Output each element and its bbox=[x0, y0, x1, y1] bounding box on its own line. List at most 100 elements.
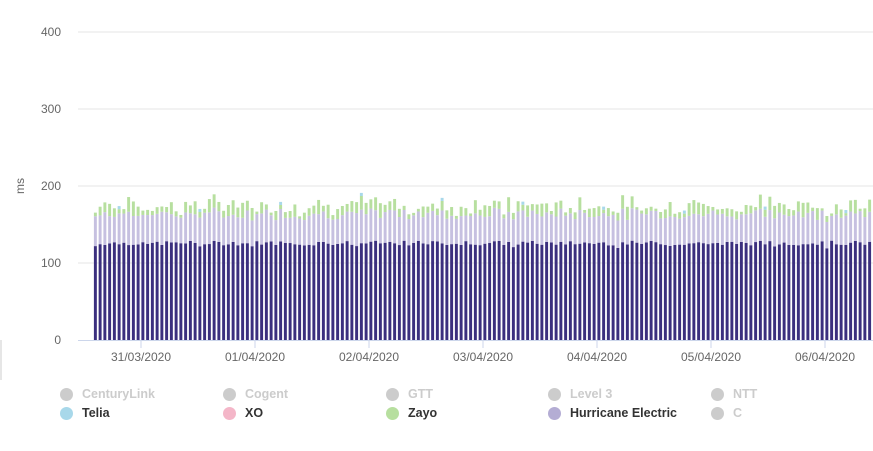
bar-segment-telia bbox=[117, 213, 121, 245]
bar-segment-zayo bbox=[640, 210, 644, 214]
bar-segment-zayo bbox=[573, 212, 577, 220]
bar-segment-telia bbox=[222, 217, 226, 246]
legend-item-c[interactable]: C bbox=[711, 403, 742, 423]
bar-segment-telia bbox=[502, 218, 506, 245]
bar-segment-zayo bbox=[711, 206, 715, 211]
bar-segment-zayo bbox=[692, 200, 696, 214]
bar-segment-hurricane-electric bbox=[369, 241, 373, 340]
bar-segment-hurricane-electric bbox=[853, 240, 857, 340]
bar-segment-hurricane-electric bbox=[312, 245, 316, 340]
bar-segment-hurricane-electric bbox=[621, 242, 625, 340]
bar-segment-zayo bbox=[815, 208, 819, 220]
bar-segment-hurricane-electric bbox=[697, 242, 701, 340]
bar-segment-zayo bbox=[673, 213, 677, 217]
bar-segment-zayo bbox=[317, 199, 321, 215]
bar-segment-hurricane-electric bbox=[616, 247, 620, 340]
bar-segment-hurricane-electric bbox=[549, 242, 553, 340]
legend-item-cogent[interactable]: Cogent bbox=[223, 384, 288, 404]
bar-segment-hurricane-electric bbox=[288, 243, 292, 340]
bar-segment-zayo bbox=[312, 205, 316, 214]
bar-segment-hurricane-electric bbox=[141, 242, 145, 340]
bar-segment-telia bbox=[326, 218, 330, 244]
bar-segment-hurricane-electric bbox=[834, 244, 838, 340]
bar-segment-zayo bbox=[226, 204, 230, 217]
bar-segment-telia bbox=[435, 215, 439, 242]
bar-segment-hurricane-electric bbox=[198, 246, 202, 340]
bar-segment-telia bbox=[383, 212, 387, 243]
bar-segment-telia bbox=[535, 213, 539, 244]
bar-segment-zayo bbox=[706, 206, 710, 214]
legend-item-gtt[interactable]: GTT bbox=[386, 384, 433, 404]
bars bbox=[93, 192, 872, 340]
bar-segment-telia bbox=[530, 210, 534, 241]
bar-segment-hurricane-electric bbox=[716, 243, 720, 340]
bar-segment-telia bbox=[668, 216, 672, 246]
bar-segment-zayo bbox=[131, 201, 135, 216]
bar-segment-zayo bbox=[568, 208, 572, 214]
bar-segment-zayo bbox=[687, 203, 691, 216]
legend-dot-icon bbox=[711, 387, 724, 401]
legend-item-centurylink[interactable]: CenturyLink bbox=[60, 384, 155, 404]
bar-segment-zayo bbox=[535, 204, 539, 214]
bar-segment-telia bbox=[469, 216, 473, 245]
bar-segment-zayo bbox=[402, 205, 406, 210]
legend-item-level3[interactable]: Level 3 bbox=[548, 384, 612, 404]
bar-segment-telia bbox=[754, 210, 758, 243]
bar-segment-hurricane-electric bbox=[492, 241, 496, 340]
y-axis-label: ms bbox=[13, 178, 27, 194]
bar-segment-hurricane-electric bbox=[302, 245, 306, 340]
legend-item-telia[interactable]: Telia bbox=[60, 403, 110, 423]
bar-segment-hurricane-electric bbox=[241, 243, 245, 340]
bar-segment-zayo bbox=[93, 212, 97, 217]
bar-segment-hurricane-electric bbox=[127, 245, 131, 340]
bar-segment-hurricane-electric bbox=[526, 242, 530, 340]
bar-segment-telia bbox=[264, 209, 268, 243]
bar-segment-zayo bbox=[336, 209, 340, 219]
bar-segment-telia bbox=[454, 218, 458, 244]
y-tick-label: 0 bbox=[54, 333, 61, 347]
bar-segment-zayo bbox=[207, 199, 211, 213]
bar-segment-hurricane-electric bbox=[464, 241, 468, 340]
bar-segment-hurricane-electric bbox=[654, 242, 658, 340]
bar-segment-zayo bbox=[440, 200, 444, 211]
bar-segment-zayo bbox=[155, 207, 159, 214]
bar-segment-hurricane-electric bbox=[535, 243, 539, 340]
bar-segment-zayo bbox=[184, 201, 188, 213]
bar-segment-hurricane-electric bbox=[150, 242, 154, 340]
bar-segment-zayo bbox=[136, 206, 140, 216]
bar-segment-zayo bbox=[787, 209, 791, 217]
bar-segment-hurricane-electric bbox=[554, 244, 558, 340]
bar-segment-hurricane-electric bbox=[212, 240, 216, 340]
bar-segment-zayo bbox=[668, 202, 672, 217]
bar-segment-hurricane-electric bbox=[345, 241, 349, 340]
bar-segment-telia bbox=[758, 208, 762, 241]
bar-segment-zayo bbox=[659, 212, 663, 219]
legend-item-zayo[interactable]: Zayo bbox=[386, 403, 437, 423]
bar-segment-telia-top bbox=[359, 192, 363, 196]
bar-segment-telia bbox=[312, 213, 316, 246]
bar-segment-hurricane-electric bbox=[426, 244, 430, 340]
legend-item-ntt[interactable]: NTT bbox=[711, 384, 757, 404]
bar-segment-hurricane-electric bbox=[806, 244, 810, 340]
bar-segment-hurricane-electric bbox=[796, 245, 800, 340]
bar-segment-zayo bbox=[260, 202, 264, 214]
bar-segment-zayo bbox=[112, 208, 116, 217]
bar-segment-telia bbox=[720, 213, 724, 245]
bar-segment-zayo bbox=[649, 206, 653, 211]
bar-segment-telia bbox=[98, 215, 102, 245]
bar-segment-telia bbox=[773, 218, 777, 247]
bar-segment-hurricane-electric bbox=[768, 241, 772, 340]
legend-item-xo[interactable]: XO bbox=[223, 403, 263, 423]
bar-segment-telia bbox=[587, 217, 591, 244]
bar-segment-hurricane-electric bbox=[725, 241, 729, 340]
bar-segment-telia bbox=[663, 218, 667, 246]
bar-segment-hurricane-electric bbox=[136, 244, 140, 340]
bar-segment-telia-top bbox=[682, 210, 686, 214]
bar-segment-hurricane-electric bbox=[782, 242, 786, 340]
bar-segment-zayo bbox=[355, 202, 359, 214]
bar-segment-telia bbox=[578, 210, 582, 244]
legend-item-hurricane-electric[interactable]: Hurricane Electric bbox=[548, 403, 677, 423]
x-tick-label: 02/04/2020 bbox=[339, 350, 399, 364]
bar-segment-telia bbox=[350, 211, 354, 245]
bar-segment-zayo bbox=[108, 203, 112, 217]
